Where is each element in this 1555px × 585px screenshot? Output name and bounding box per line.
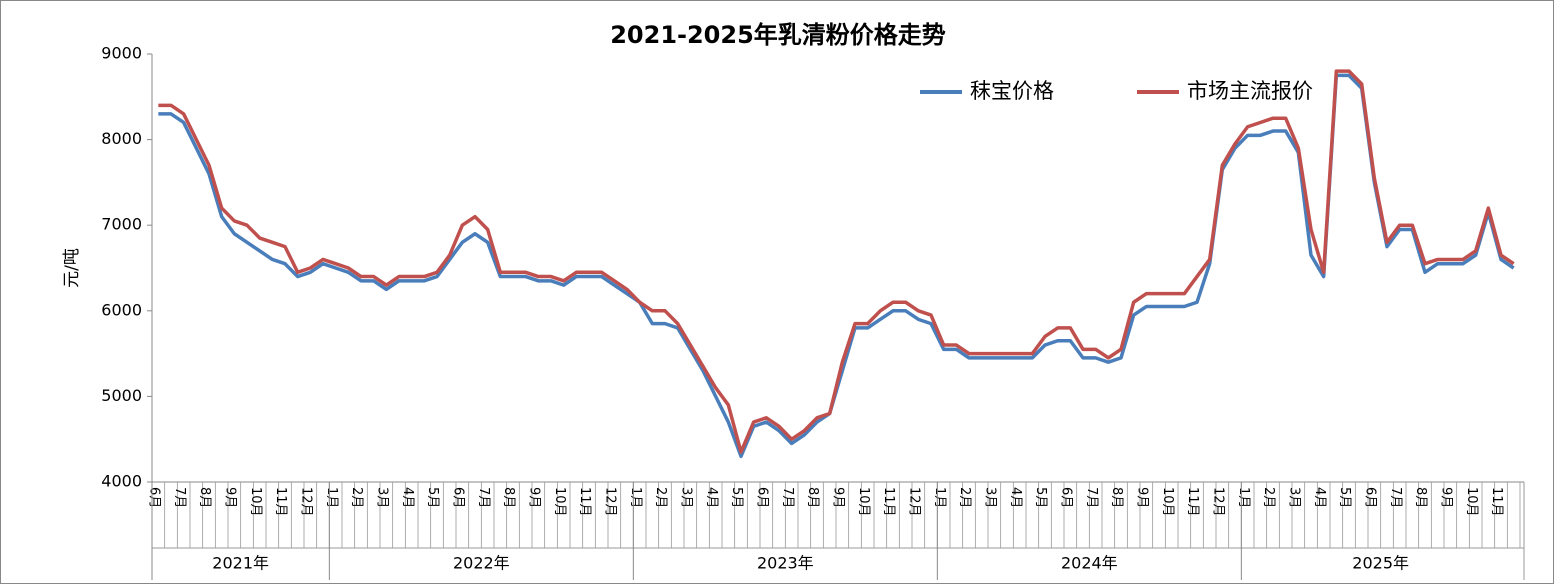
x-tick-label: 12月: [907, 487, 922, 517]
y-tick-label: 7000: [101, 215, 142, 234]
y-tick-label: 9000: [101, 44, 142, 63]
x-tick-label: 3月: [375, 487, 390, 508]
legend-label: 秣宝价格: [970, 79, 1054, 103]
legend-label: 市场主流报价: [1187, 79, 1313, 103]
x-tick-label: 7月: [1388, 487, 1403, 508]
x-tick-label: 3月: [1287, 487, 1302, 508]
x-tick-label: 10月: [248, 487, 263, 517]
x-tick-label: 11月: [577, 487, 592, 517]
y-tick-label: 4000: [101, 472, 142, 491]
y-tick-label: 6000: [101, 300, 142, 319]
y-axis-title: 元/吨: [62, 248, 82, 288]
x-tick-label: 2月: [349, 487, 364, 508]
x-tick-label: 2月: [653, 487, 668, 508]
x-tick-label: 5月: [1033, 487, 1048, 508]
x-tick-label: 11月: [1489, 487, 1504, 517]
x-tick-label: 2月: [1261, 487, 1276, 508]
x-tick-label: 8月: [197, 487, 212, 508]
y-tick-label: 8000: [101, 129, 142, 148]
x-tick-label: 7月: [172, 487, 187, 508]
x-tick-label: 3月: [983, 487, 998, 508]
x-tick-label: 7月: [780, 487, 795, 508]
series-line: [158, 69, 1515, 454]
x-tick-label: 9月: [1135, 487, 1150, 508]
chart-title: 2021-2025年乳清粉价格走势: [610, 21, 946, 49]
x-tick-label: 6月: [147, 487, 162, 508]
x-tick-label: 4月: [1008, 487, 1023, 508]
x-tick-label: 6月: [1059, 487, 1074, 508]
x-tick-label: 1月: [932, 487, 947, 508]
x-tick-label: 7月: [476, 487, 491, 508]
x-tick-label: 7月: [1084, 487, 1099, 508]
x-tick-label: 5月: [729, 487, 744, 508]
x-tick-label: 8月: [805, 487, 820, 508]
x-tick-label: 6月: [451, 487, 466, 508]
x-tick-label: 12月: [603, 487, 618, 517]
x-tick-label: 6月: [755, 487, 770, 508]
x-tick-label: 4月: [400, 487, 415, 508]
year-label: 2024年: [1061, 554, 1118, 573]
x-tick-label: 12月: [1211, 487, 1226, 517]
x-tick-label: 5月: [425, 487, 440, 508]
x-tick-label: 6月: [1363, 487, 1378, 508]
x-tick-label: 8月: [1109, 487, 1124, 508]
x-tick-label: 4月: [1312, 487, 1327, 508]
x-tick-label: 1月: [324, 487, 339, 508]
x-tick-label: 12月: [299, 487, 314, 517]
x-tick-label: 1月: [628, 487, 643, 508]
x-tick-label: 1月: [1236, 487, 1251, 508]
x-tick-label: 10月: [1160, 487, 1175, 517]
x-tick-label: 10月: [856, 487, 871, 517]
x-tick-label: 5月: [1337, 487, 1352, 508]
x-tick-label: 9月: [831, 487, 846, 508]
x-tick-label: 10月: [1464, 487, 1479, 517]
year-label: 2021年: [212, 554, 269, 573]
x-tick-label: 9月: [527, 487, 542, 508]
x-tick-label: 9月: [223, 487, 238, 508]
x-tick-label: 4月: [704, 487, 719, 508]
x-tick-label: 2月: [957, 487, 972, 508]
year-label: 2025年: [1352, 554, 1409, 573]
year-label: 2023年: [757, 554, 814, 573]
x-tick-label: 8月: [501, 487, 516, 508]
x-tick-label: 8月: [1413, 487, 1428, 508]
y-tick-label: 5000: [101, 386, 142, 405]
year-label: 2022年: [453, 554, 510, 573]
x-tick-label: 11月: [1185, 487, 1200, 517]
x-tick-label: 9月: [1439, 487, 1454, 508]
x-tick-label: 10月: [552, 487, 567, 517]
x-tick-label: 3月: [679, 487, 694, 508]
x-tick-label: 11月: [273, 487, 288, 517]
x-tick-label: 11月: [881, 487, 896, 517]
